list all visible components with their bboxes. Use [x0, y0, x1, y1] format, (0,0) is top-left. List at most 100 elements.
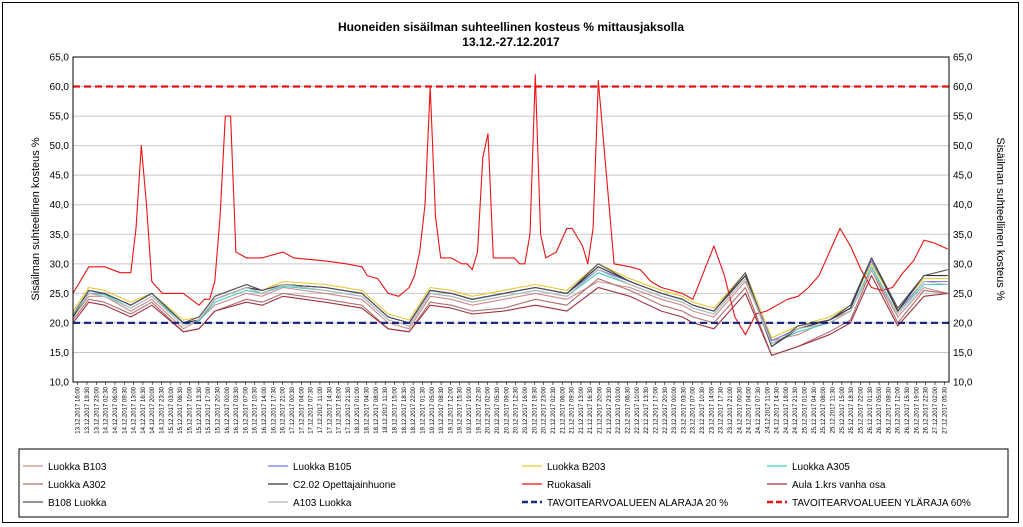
x-tick-label: 17.12.2017 07:30	[309, 386, 315, 433]
x-tick-label: 20.12.2017 02:00	[486, 386, 492, 433]
y-tick-label-left: 20,0	[50, 318, 70, 329]
x-tick-label: 15.12.2017 13:30	[197, 386, 203, 433]
y-axis-label-right: Sisäilman suhteellinen kosteus %	[994, 137, 1006, 300]
x-tick-label: 19.12.2017 22:30	[476, 386, 482, 433]
y-tick-label-left: 65,0	[50, 53, 70, 64]
x-tick-label: 14.12.2017 09:30	[122, 386, 128, 433]
x-tick-label: 18.12.2017 22:00	[411, 386, 417, 433]
x-tick-label: 17.12.2017 11:00	[318, 386, 324, 433]
x-tick-label: 19.12.2017 05:00	[430, 386, 436, 433]
y-tick-label-right: 10,0	[953, 378, 973, 389]
x-tick-label: 16.12.2017 03:30	[234, 386, 240, 433]
y-tick-label-left: 25,0	[50, 289, 70, 300]
chart-subtitle: 13.12.-27.12.2017	[462, 35, 560, 49]
y-tick-label-left: 10,0	[50, 378, 70, 389]
y-tick-label-right: 65,0	[953, 53, 973, 64]
x-tick-label: 20.12.2017 23:00	[542, 386, 548, 433]
x-tick-label: 19.12.2017 12:00	[448, 386, 454, 433]
series-line-8	[72, 257, 948, 348]
x-tick-label: 23.12.2017 14:00	[709, 386, 715, 433]
x-tick-label: 26.12.2017 05:00	[877, 386, 883, 433]
x-tick-label: 24.12.2017 18:00	[784, 386, 790, 433]
y-tick-label-left: 60,0	[50, 82, 70, 93]
x-tick-label: 23.12.2017 17:30	[719, 386, 725, 433]
x-tick-label: 24.12.2017 14:30	[775, 386, 781, 433]
x-tick-label: 22.12.2017 17:00	[653, 386, 659, 433]
x-tick-label: 15.12.2017 06:30	[178, 386, 184, 433]
plot-area	[72, 56, 950, 383]
x-tick-label: 26.12.2017 12:00	[896, 386, 902, 433]
x-tick-label: 17.12.2017 00:30	[290, 386, 296, 433]
y-tick-label-left: 15,0	[50, 348, 70, 359]
x-tick-label: 14.12.2017 02:30	[104, 386, 110, 433]
x-tick-label: 20.12.2017 09:00	[504, 386, 510, 433]
x-tick-label: 25.12.2017 01:00	[803, 386, 809, 433]
x-tick-label: 24.12.2017 21:30	[793, 386, 799, 433]
legend-label-6: Ruokasali	[547, 480, 591, 491]
legend-label-11: TAVOITEARVOALUEEN YLÄRAJA 60%	[792, 497, 971, 509]
x-tick-label: 18.12.2017 11:30	[383, 386, 389, 433]
x-tick-label: 26.12.2017 08:30	[886, 386, 892, 433]
x-tick-label: 23.12.2017 00:00	[672, 386, 678, 433]
x-tick-label: 25.12.2017 11:30	[831, 386, 837, 433]
x-tick-label: 23.12.2017 10:30	[700, 386, 706, 433]
x-tick-label: 15.12.2017 20:30	[215, 386, 221, 433]
x-tick-label: 14.12.2017 13:00	[132, 386, 138, 433]
x-tick-label: 21.12.2017 16:30	[588, 386, 594, 433]
series-line-7	[72, 275, 948, 356]
y-tick-label-right: 30,0	[953, 259, 973, 270]
y-axis-right: 10,0 15,0 20,0 25,0 30,0 35,0 40,0 45,0 50,0 55,0…	[953, 53, 973, 389]
y-tick-label-right: 60,0	[953, 82, 973, 93]
legend-label-8: B108 Luokka	[48, 498, 107, 509]
x-tick-label: 16.12.2017 10:30	[253, 386, 259, 433]
legend-label-0: Luokka B103	[48, 462, 107, 473]
x-tick-label: 22.12.2017 20:30	[663, 386, 669, 433]
x-tick-label: 26.12.2017 15:30	[905, 386, 911, 433]
x-tick-label: 22.12.2017 10:00	[635, 386, 641, 433]
x-tick-label: 19.12.2017 19:00	[467, 386, 473, 433]
x-tick-label: 16.12.2017 17:30	[271, 386, 277, 433]
x-tick-label: 22.12.2017 13:30	[644, 386, 650, 433]
x-tick-label: 17.12.2017 14:30	[327, 386, 333, 433]
y-tick-label-right: 55,0	[953, 112, 973, 123]
x-tick-label: 16.12.2017 07:00	[243, 386, 249, 433]
x-tick-label: 17.12.2017 21:30	[346, 386, 352, 433]
x-tick-label: 21.12.2017 23:30	[607, 386, 613, 433]
y-tick-label-left: 50,0	[50, 141, 70, 152]
legend-label-2: Luokka B203	[547, 462, 606, 473]
x-tick-label: 27.12.2017 05:30	[942, 386, 948, 433]
series-line-5	[72, 257, 948, 348]
y-tick-label-left: 40,0	[50, 200, 70, 211]
legend: Luokka B103 Luokka B105 Luokka B203 Luokka …	[23, 462, 971, 509]
x-tick-label: 17.12.2017 18:00	[337, 386, 343, 433]
x-tick-label: 25.12.2017 08:00	[821, 386, 827, 433]
x-tick-label: 24.12.2017 00:30	[737, 386, 743, 433]
x-tick-label: 18.12.2017 15:00	[393, 386, 399, 433]
y-tick-label-left: 30,0	[50, 259, 70, 270]
legend-label-7: Aula 1.krs vanha osa	[792, 480, 886, 491]
y-axis-label-left: Sisäilman suhteellinen kosteus %	[30, 137, 42, 300]
x-tick-label: 13.12.2017 16:00	[76, 386, 82, 433]
legend-label-1: Luokka B105	[293, 462, 352, 473]
x-tick-label: 20.12.2017 16:00	[523, 386, 529, 433]
y-tick-label-right: 50,0	[953, 141, 973, 152]
x-tick-label: 23.12.2017 21:00	[728, 386, 734, 433]
y-tick-label-left: 35,0	[50, 230, 70, 241]
x-tick-label: 15.12.2017 17:00	[206, 386, 212, 433]
x-tick-label: 18.12.2017 08:00	[374, 386, 380, 433]
x-tick-label: 25.12.2017 04:30	[812, 386, 818, 433]
legend-label-9: A103 Luokka	[293, 498, 352, 509]
y-tick-label-right: 40,0	[953, 200, 973, 211]
x-tick-label: 17.12.2017 04:00	[299, 386, 305, 433]
x-tick-label: 26.12.2017 22:30	[924, 386, 930, 433]
y-tick-label-right: 45,0	[953, 171, 973, 182]
y-tick-label-left: 45,0	[50, 171, 70, 182]
x-tick-label: 19.12.2017 01:30	[420, 386, 426, 433]
x-tick-label: 21.12.2017 20:00	[598, 386, 604, 433]
legend-box	[18, 448, 1009, 518]
legend-label-5: C2.02 Opettajainhuone	[293, 480, 396, 491]
x-tick-label: 22.12.2017 06:30	[625, 386, 631, 433]
x-tick-label: 20.12.2017 12:30	[514, 386, 520, 433]
x-tick-label: 13.12.2017 23:00	[94, 386, 100, 433]
